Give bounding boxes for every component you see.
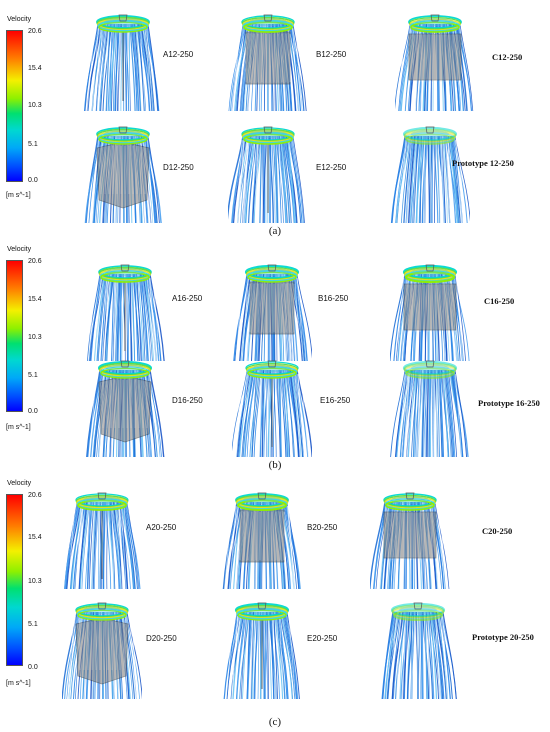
legend-unit: [m s^-1] xyxy=(6,680,31,687)
legend-title: Velocity xyxy=(7,246,32,253)
velocity-legend: Velocity 20.6 15.4 10.3 5.1 0.0 [m s^-1] xyxy=(4,480,64,692)
case-label-C16: C16-250 xyxy=(484,296,515,306)
legend-colorbar xyxy=(6,30,23,182)
case-label-E20: E20-250 xyxy=(307,634,338,643)
case-label-C12: C12-250 xyxy=(492,52,523,62)
case-label-prototype20: Prototype 20-250 xyxy=(472,632,534,642)
sim-image-B16 xyxy=(232,256,342,361)
case-label-A16: A16-250 xyxy=(172,294,203,303)
legend-tick: 15.4 xyxy=(28,65,42,72)
case-label-B12: B12-250 xyxy=(316,50,347,59)
sim-image-D20 xyxy=(62,594,172,699)
legend-tick: 10.3 xyxy=(28,102,42,109)
case-label-D20: D20-250 xyxy=(146,634,177,643)
sim-image-B20 xyxy=(222,484,332,589)
legend-tick: 10.3 xyxy=(28,334,42,341)
panel-b: Velocity 20.6 15.4 10.3 5.1 0.0 [m s^-1]… xyxy=(0,238,550,476)
sim-image-prototype16 xyxy=(390,352,500,457)
legend-tick: 15.4 xyxy=(28,296,42,303)
sim-image-E20 xyxy=(222,594,332,699)
case-label-prototype16: Prototype 16-250 xyxy=(478,398,540,408)
case-label-D16: D16-250 xyxy=(172,396,203,405)
legend-tick-max: 20.6 xyxy=(28,492,42,499)
legend-tick-max: 20.6 xyxy=(28,28,42,35)
sim-image-A20 xyxy=(62,484,172,589)
sim-image-prototype12 xyxy=(390,118,500,223)
panel-a: Velocity 20.6 15.4 10.3 5.1 0.0 [m s^-1]… xyxy=(0,0,550,238)
legend-tick: 5.1 xyxy=(28,621,38,628)
legend-tick: 15.4 xyxy=(28,534,42,541)
legend-tick-min: 0.0 xyxy=(28,408,38,415)
legend-tick: 5.1 xyxy=(28,372,38,379)
case-label-D12: D12-250 xyxy=(163,163,194,172)
legend-tick-max: 20.6 xyxy=(28,258,42,265)
case-label-A12: A12-250 xyxy=(163,50,194,59)
velocity-legend: Velocity 20.6 15.4 10.3 5.1 0.0 [m s^-1] xyxy=(4,246,64,448)
sim-image-A12 xyxy=(83,6,193,111)
legend-unit: [m s^-1] xyxy=(6,192,31,199)
sim-image-D16 xyxy=(85,352,195,457)
case-label-E16: E16-250 xyxy=(320,396,351,405)
legend-tick: 10.3 xyxy=(28,578,42,585)
panel-c: Velocity 20.6 15.4 10.3 5.1 0.0 [m s^-1]… xyxy=(0,476,550,732)
caption-b: (b) xyxy=(268,459,282,471)
sim-image-B12 xyxy=(228,6,338,111)
sim-image-A16 xyxy=(85,256,195,361)
legend-tick-min: 0.0 xyxy=(28,177,38,184)
legend-unit: [m s^-1] xyxy=(6,424,31,431)
legend-title: Velocity xyxy=(7,480,32,487)
legend-title: Velocity xyxy=(7,16,32,23)
sim-image-E16 xyxy=(232,352,342,457)
sim-image-C20 xyxy=(370,484,480,589)
case-label-E12: E12-250 xyxy=(316,163,347,172)
case-label-A20: A20-250 xyxy=(146,523,177,532)
sim-image-C16 xyxy=(390,256,500,361)
legend-colorbar xyxy=(6,494,23,666)
case-label-B16: B16-250 xyxy=(318,294,349,303)
caption-a: (a) xyxy=(268,225,282,237)
case-label-B20: B20-250 xyxy=(307,523,338,532)
sim-image-D12 xyxy=(83,118,193,223)
velocity-legend: Velocity 20.6 15.4 10.3 5.1 0.0 [m s^-1] xyxy=(4,16,64,202)
caption-c: (c) xyxy=(268,716,282,728)
legend-colorbar xyxy=(6,260,23,412)
sim-image-E12 xyxy=(228,118,338,223)
legend-tick-min: 0.0 xyxy=(28,664,38,671)
sim-image-prototype20 xyxy=(378,594,488,699)
legend-tick: 5.1 xyxy=(28,141,38,148)
case-label-C20: C20-250 xyxy=(482,526,513,536)
sim-image-C12 xyxy=(395,6,505,111)
case-label-prototype12: Prototype 12-250 xyxy=(452,158,514,168)
